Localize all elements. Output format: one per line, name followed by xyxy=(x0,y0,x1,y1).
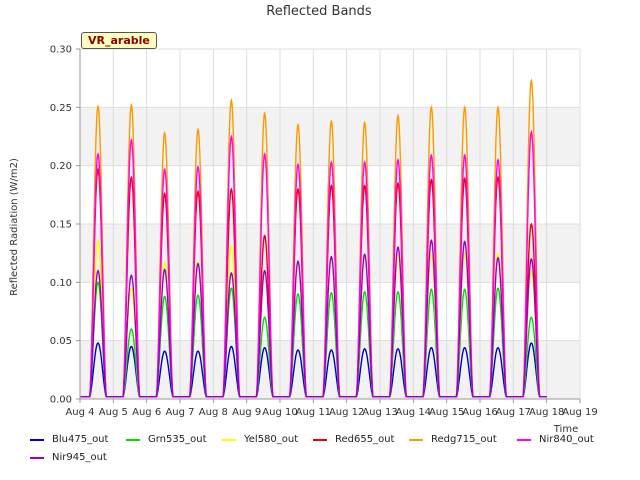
legend-swatch xyxy=(126,438,140,441)
x-tick-label: Aug 6 xyxy=(132,407,161,418)
axes: 0.00 0.05 0.10 0.15 0.20 0.25 0.30 Aug 4 Aug 5 Au… xyxy=(50,45,598,419)
legend-label: Nir945_out xyxy=(52,452,107,463)
x-tick-label: Aug 4 xyxy=(65,407,94,418)
legend-item: Redg715_out xyxy=(409,434,497,445)
legend-label: Yel580_out xyxy=(244,434,299,445)
series-layer xyxy=(80,78,547,398)
y-tick-label: 0.10 xyxy=(50,278,72,289)
legend-item: Grn535_out xyxy=(126,434,207,445)
y-axis-label: Reflected Radiation (W/m2) xyxy=(9,158,20,296)
chart-title: Reflected Bands xyxy=(266,4,372,19)
x-tick-label: Aug 5 xyxy=(99,407,128,418)
x-tick-label: Aug 15 xyxy=(429,407,464,418)
legend-item: Blu475_out xyxy=(30,434,108,445)
legend-swatch xyxy=(517,438,531,441)
legend-item: Nir945_out xyxy=(30,452,107,463)
x-tick-label: Aug 9 xyxy=(232,407,261,418)
legend-label: Red655_out xyxy=(335,434,395,445)
series-line-Nir945_out xyxy=(80,238,547,398)
y-tick-label: 0.15 xyxy=(50,220,72,231)
x-axis-label: Time xyxy=(553,424,578,435)
y-tick-label: 0.00 xyxy=(50,395,72,406)
legend-label: Nir840_out xyxy=(539,434,594,445)
legend-swatch xyxy=(313,438,327,441)
x-tick-label: Aug 18 xyxy=(529,407,564,418)
x-tick-label: Aug 19 xyxy=(562,407,597,418)
x-tick-label: Aug 11 xyxy=(296,407,331,418)
legend-label: Blu475_out xyxy=(52,434,109,445)
legend-swatch xyxy=(30,438,44,441)
x-tick-label: Aug 13 xyxy=(362,407,397,418)
x-tick-label: Aug 8 xyxy=(199,407,228,418)
y-tick-label: 0.20 xyxy=(50,161,72,172)
legend-item: Yel580_out xyxy=(222,434,298,445)
annotation-badge: VR_arable xyxy=(81,32,157,49)
legend-swatch xyxy=(222,438,236,441)
legend-label: Grn535_out xyxy=(148,434,207,445)
y-tick-label: 0.25 xyxy=(50,103,72,114)
legend-item: Nir840_out xyxy=(517,434,594,445)
legend-item: Red655_out xyxy=(313,434,394,445)
legend-swatch xyxy=(30,456,44,459)
x-tick-label: Aug 17 xyxy=(496,407,531,418)
x-tick-label: Aug 16 xyxy=(462,407,497,418)
x-tick-label: Aug 7 xyxy=(165,407,194,418)
x-tick-label: Aug 12 xyxy=(329,407,364,418)
y-tick-label: 0.05 xyxy=(50,336,72,347)
y-tick-label: 0.30 xyxy=(50,45,72,56)
legend-swatch xyxy=(409,438,423,441)
x-tick-label: Aug 14 xyxy=(396,407,431,418)
x-tick-label: Aug 10 xyxy=(262,407,297,418)
legend-label: Redg715_out xyxy=(431,434,497,445)
